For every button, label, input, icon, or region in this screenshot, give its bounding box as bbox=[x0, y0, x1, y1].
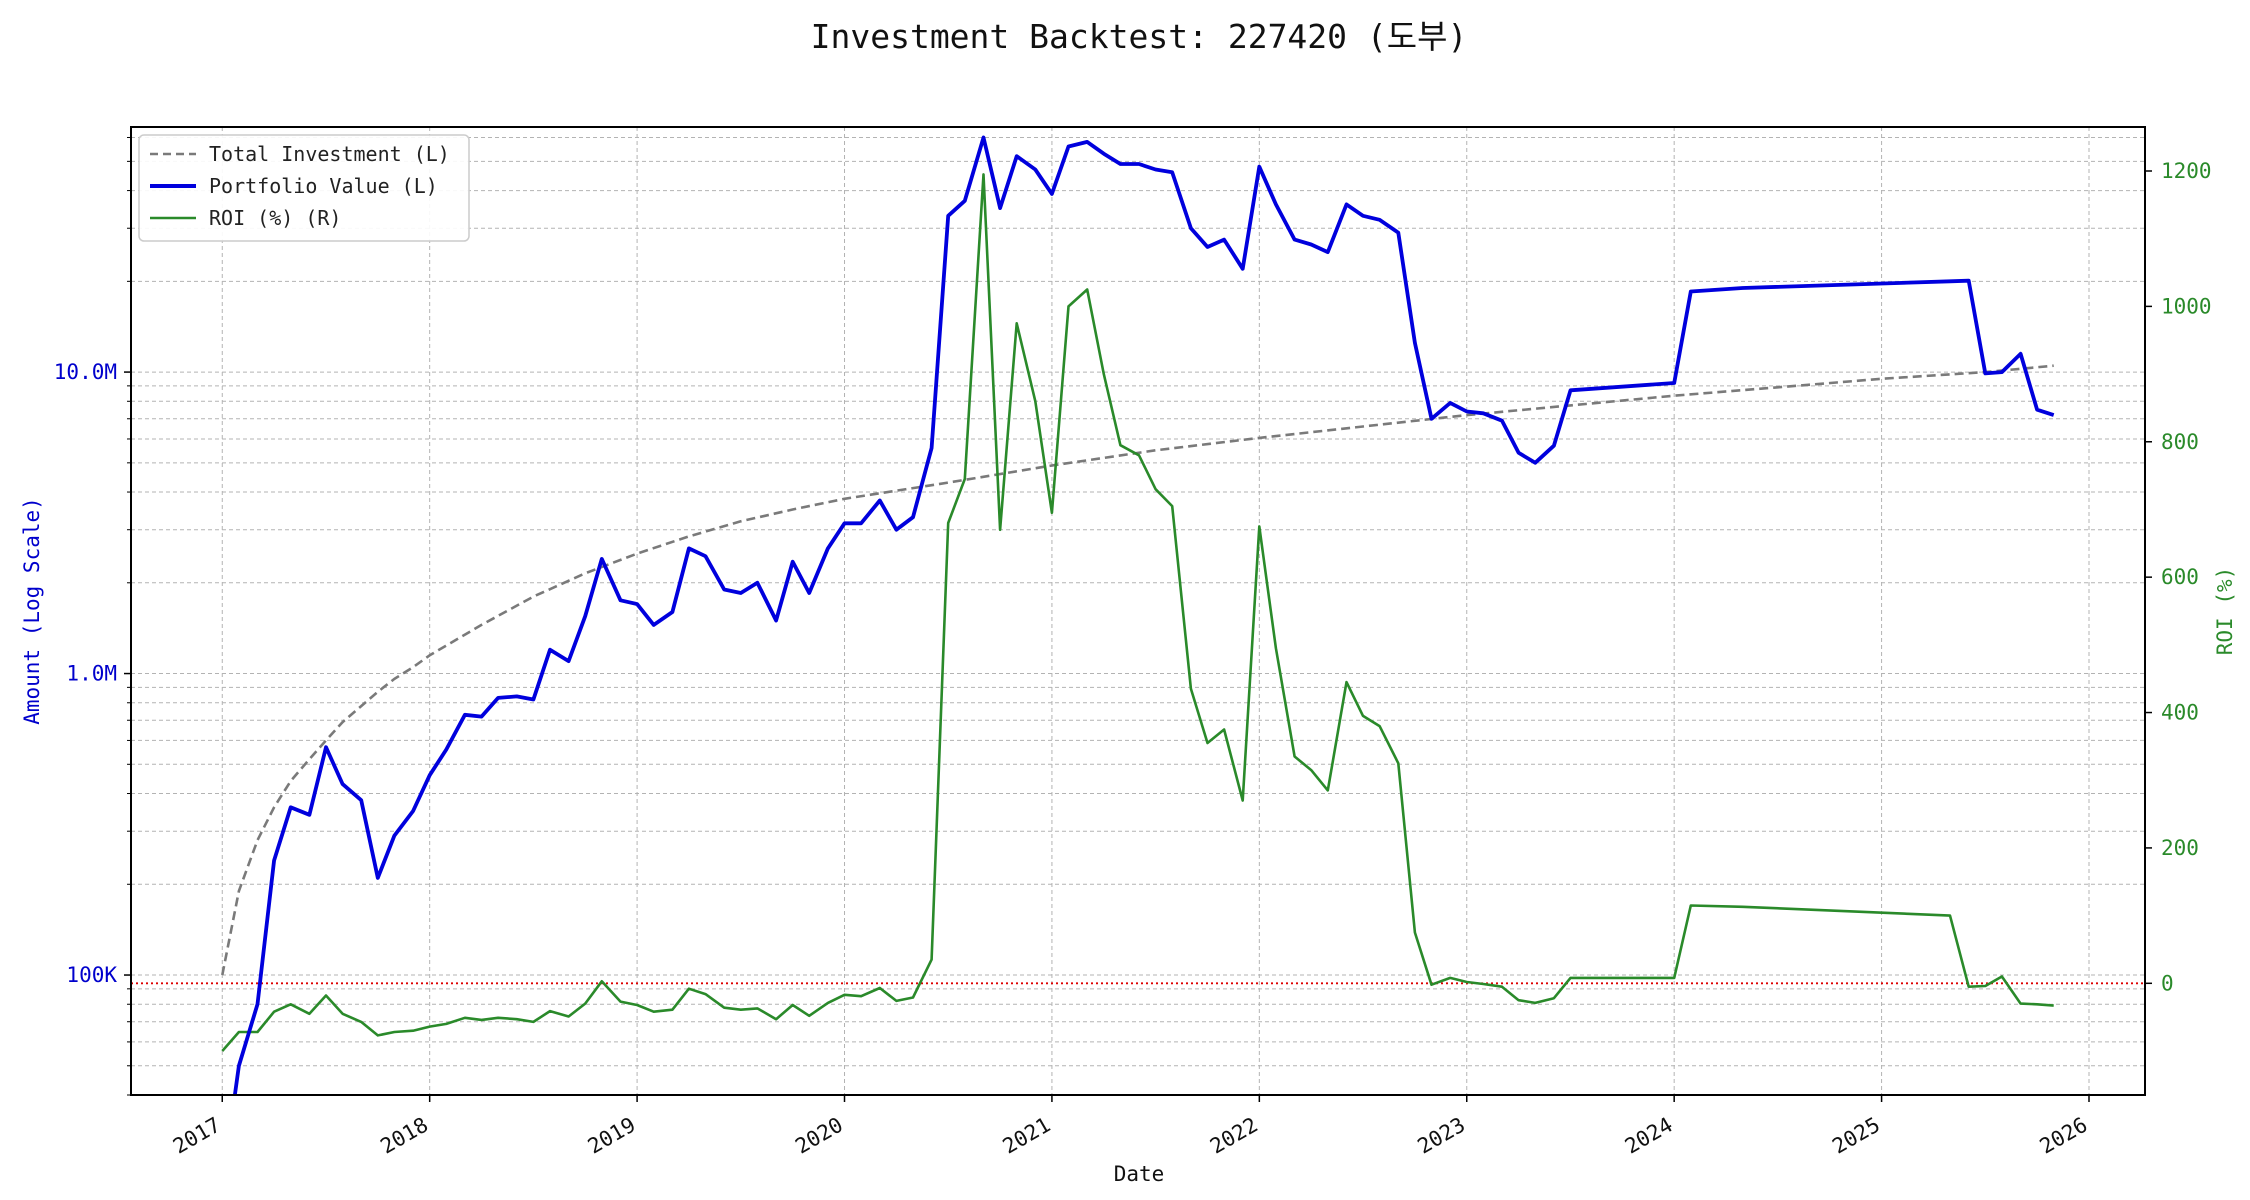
x-tick-label: 2017 bbox=[169, 1113, 225, 1159]
y-left-tick-label: 10.0M bbox=[54, 360, 117, 384]
x-tick-label: 2018 bbox=[376, 1113, 432, 1159]
y-right-tick-label: 200 bbox=[2161, 836, 2199, 860]
y-right-tick-label: 0 bbox=[2161, 971, 2174, 995]
y-right-tick-label: 1200 bbox=[2161, 159, 2212, 183]
y-right-tick-label: 400 bbox=[2161, 701, 2199, 725]
series-line-portfolio-value-l bbox=[232, 135, 2055, 1095]
left-axis: 100K 1.0M 10.0M bbox=[54, 136, 131, 1096]
plot-frame bbox=[130, 126, 2146, 1096]
x-tick-label: 2023 bbox=[1413, 1113, 1469, 1159]
legend: Total Investment (L) Portfolio Value (L)… bbox=[138, 134, 470, 242]
y-axis-right-label: ROI (%) bbox=[2213, 567, 2237, 656]
y-right-tick-label: 800 bbox=[2161, 430, 2199, 454]
legend-label-total-investment: Total Investment (L) bbox=[209, 142, 450, 166]
x-tick-label: 2021 bbox=[999, 1113, 1055, 1159]
series-line-total-investment-l bbox=[221, 364, 2054, 976]
grid-layer bbox=[131, 127, 2145, 1096]
series-layer bbox=[221, 135, 2055, 1095]
chart-title: Investment Backtest: 227420 (도부) bbox=[811, 17, 1468, 56]
x-tick-label: 2020 bbox=[791, 1113, 847, 1159]
x-tick-label: 2026 bbox=[2036, 1113, 2092, 1159]
x-tick-label: 2024 bbox=[1621, 1113, 1677, 1159]
x-axis-label: Date bbox=[1114, 1162, 1165, 1186]
y-right-tick-label: 600 bbox=[2161, 565, 2199, 589]
y-axis-left-label: Amount (Log Scale) bbox=[20, 497, 44, 725]
legend-label-portfolio-value: Portfolio Value (L) bbox=[209, 174, 438, 198]
y-left-tick-label: 100K bbox=[66, 963, 117, 987]
x-axis: 2017 2018 2019 2020 2021 2022 2023 2024 2025 2026 bbox=[169, 1095, 2092, 1159]
legend-label-roi: ROI (%) (R) bbox=[209, 206, 341, 230]
series-line-roi-r bbox=[221, 173, 2054, 1052]
y-right-tick-label: 1000 bbox=[2161, 294, 2212, 318]
legend-box bbox=[138, 134, 470, 242]
y-left-tick-label: 1.0M bbox=[66, 662, 117, 686]
right-axis: 0 200 400 600 800 1000 1200 bbox=[2145, 159, 2212, 995]
x-tick-label: 2025 bbox=[1828, 1113, 1884, 1159]
x-tick-label: 2022 bbox=[1206, 1113, 1262, 1159]
x-tick-label: 2019 bbox=[584, 1113, 640, 1159]
